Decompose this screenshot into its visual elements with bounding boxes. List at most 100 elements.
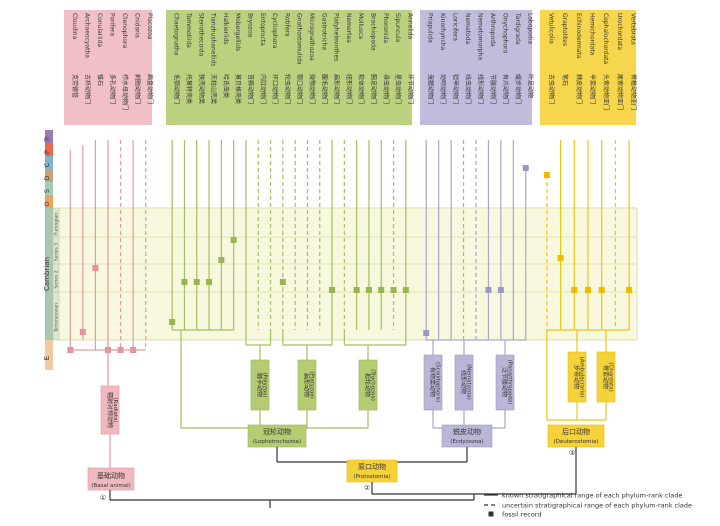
- phylum-en-rotifera: Rotifera: [283, 13, 290, 37]
- phylum-zh-vetulicolia: 古虫动物门: [547, 74, 555, 104]
- period-label-E: E: [43, 356, 51, 360]
- phylum-en-halkieriids: Halkieriids: [222, 13, 229, 44]
- deuterostomia-number: ③: [569, 449, 575, 457]
- radiata-label-zh: 辐射对称动物: [106, 392, 114, 428]
- scalidophora-label-zh: 有吻类动物: [429, 367, 437, 397]
- phylum-en-vertebrata: Vertebrata: [630, 13, 637, 45]
- phylum-zh-archaeocyatha: 古杯动物门: [83, 74, 91, 104]
- phylum-en-arthropoda: Arthropoda: [489, 13, 496, 47]
- phylum-en-cloudina: Cloudina: [71, 13, 78, 40]
- loph_phyla-fossil-4: [218, 257, 225, 263]
- phylum-zh-halkieriids: 哈氏虫类: [222, 74, 230, 98]
- phylum-en-loricifera: Loricifera: [452, 13, 459, 41]
- stage-label-0: Furongian: [54, 213, 60, 235]
- period-label-O: O: [43, 201, 51, 206]
- platyzoa-label-en: (Platyzoa): [309, 371, 315, 399]
- legend-fossil-text: fossil record: [502, 511, 541, 519]
- deut_phyla-header-box: [540, 10, 636, 125]
- phylum-en-nematomorpha: Nematomorpha: [477, 13, 484, 60]
- basal_phyla-header-box: [64, 10, 152, 125]
- phylum-zh-mobergellids: 莫贝格壳类: [234, 74, 242, 104]
- phylum-zh-micrognathozoa: 微颚动物门: [308, 74, 316, 104]
- period-label-S: S: [43, 189, 51, 193]
- loph_phyla-fossil-1: [181, 279, 188, 285]
- ambulacraria-label-zh: 步带动物: [573, 365, 581, 389]
- deut_phyla-fossil-6: [626, 287, 633, 293]
- period-box-P: [45, 143, 53, 156]
- period-box-O: [45, 195, 53, 208]
- phylum-en-hemichordata: Hemichordata: [589, 13, 596, 56]
- period-box-cambrian: [45, 208, 53, 340]
- phylum-en-brachiopoda: Brachiopoda: [369, 13, 376, 51]
- phylum-zh-porifera: 多孔动物门: [109, 74, 117, 104]
- phylum-zh-graptolites: 笔石: [561, 74, 569, 86]
- ecdy_phyla-header-box: [420, 10, 532, 125]
- platyzoa-label-zh: 扁形动物: [303, 373, 311, 397]
- phylum-zh-stenothecoida: 狭壳动物类: [197, 74, 205, 104]
- phylum-en-echinodermata: Echinodermata: [575, 13, 582, 59]
- period-label-cambrian: Cambrian: [43, 257, 51, 291]
- phylum-zh-gastrotricha: 腹毛动物门: [320, 74, 328, 104]
- basal-number: ①: [100, 494, 106, 502]
- phylum-zh-conulariida: 锥石: [96, 74, 104, 86]
- deut_phyla-fossil-4: [598, 287, 605, 293]
- phylum-zh-placozoa: 扁盘动物门: [146, 74, 154, 104]
- phylum-en-entoprocta: Entoprocta: [259, 13, 266, 46]
- phylum-zh-brachiopoda: 腕足动物门: [369, 74, 377, 104]
- phylum-en-cnidaria: Cnidaria: [134, 13, 141, 38]
- phylum-en-urochordata: Urochordata: [616, 13, 623, 50]
- period-label-C: C: [43, 162, 51, 167]
- period-box-D: [45, 169, 53, 182]
- lophotrochozoa-zh: 冠轮动物: [263, 427, 291, 436]
- phylum-zh-entoprocta: 内肛动物门: [259, 74, 267, 104]
- loph_phyla-fossil-19: [402, 287, 409, 293]
- phylum-zh-cloudina: 克劳德管: [71, 74, 79, 98]
- protostomia-number: ②: [364, 484, 370, 492]
- polyzoa-label-en: (Polyzoa): [262, 372, 268, 397]
- basal-clade-box: [87, 467, 135, 491]
- phylum-en-stenothecoida: Stenothecoida: [197, 13, 204, 57]
- phylum-en-cycliophora: Cycliophora: [271, 13, 278, 49]
- cambrian-band: [57, 207, 638, 341]
- phylum-zh-urochordata: 尾索动物亚门: [616, 74, 624, 110]
- ecdy_phyla-fossil-6: [497, 287, 504, 293]
- period-box-C: [45, 156, 53, 169]
- deuterostomia-zh: 后口动物: [562, 427, 590, 436]
- period-label-Tr: Tr: [43, 136, 51, 143]
- phylum-zh-ctenophora: 栉水母动物门: [121, 74, 129, 110]
- phylum-en-mollusca: Mollusca: [357, 13, 364, 39]
- legend-known-text: known stratigraphical range of each phyl…: [502, 492, 682, 500]
- loph_phyla-fossil-9: [279, 279, 286, 285]
- loph_phyla-fossil-15: [353, 287, 360, 293]
- ecdysozoa-en: (Ecdysozoa): [450, 439, 483, 445]
- legend-fossil-swatch: [488, 511, 494, 517]
- phylum-en-nematoda: Nematoda: [464, 13, 471, 45]
- stage-box-3: [52, 291, 60, 341]
- phylum-zh-lobopodia: 叶足动物: [526, 74, 534, 98]
- period-label-D: D: [43, 175, 51, 180]
- phylum-zh-cycliophora: 环口动物门: [271, 74, 279, 104]
- period-box-E: [45, 340, 53, 370]
- phylum-en-tardigrada: Tardigrada: [514, 12, 521, 45]
- phylum-en-conulariida: Conulariida: [96, 13, 103, 47]
- phylum-en-annelida: Annelida: [406, 13, 413, 40]
- trochozoa-label-en: (Trochozoa): [370, 369, 376, 401]
- loph_phyla-fossil-16: [365, 287, 372, 293]
- phylum-zh-bryozoa: 苔藓动物门: [246, 74, 254, 104]
- phylum-zh-tianzhushanellids: 天柱山壳类: [210, 74, 218, 104]
- lophotrochozoa-en: (Lophotrochozoa): [253, 439, 301, 445]
- phylum-zh-arthropoda: 节肢动物门: [489, 74, 497, 104]
- phylum-en-cephalochordata: Cephalochordata: [602, 13, 609, 64]
- phylum-zh-cephalochordata: 头索动物亚门: [602, 74, 610, 110]
- period-box-Tr: [45, 130, 53, 143]
- loph_phyla-header-box: [166, 10, 412, 125]
- phylum-zh-annelida: 环节动物门: [406, 74, 414, 104]
- phylum-zh-sipuncula: 星虫动物门: [394, 74, 402, 104]
- ecdy_phyla-fossil-5: [485, 287, 492, 293]
- loph_phyla-fossil-2: [193, 279, 200, 285]
- loph_phyla-fossil-5: [230, 237, 237, 243]
- phylum-zh-priapulida: 曳鳃动物门: [427, 74, 435, 104]
- chordata-label-en: (Chordata): [608, 362, 614, 392]
- loph_phyla-fossil-18: [390, 287, 397, 293]
- phylum-zh-vertebrata: 脊椎动物亚门: [630, 74, 638, 110]
